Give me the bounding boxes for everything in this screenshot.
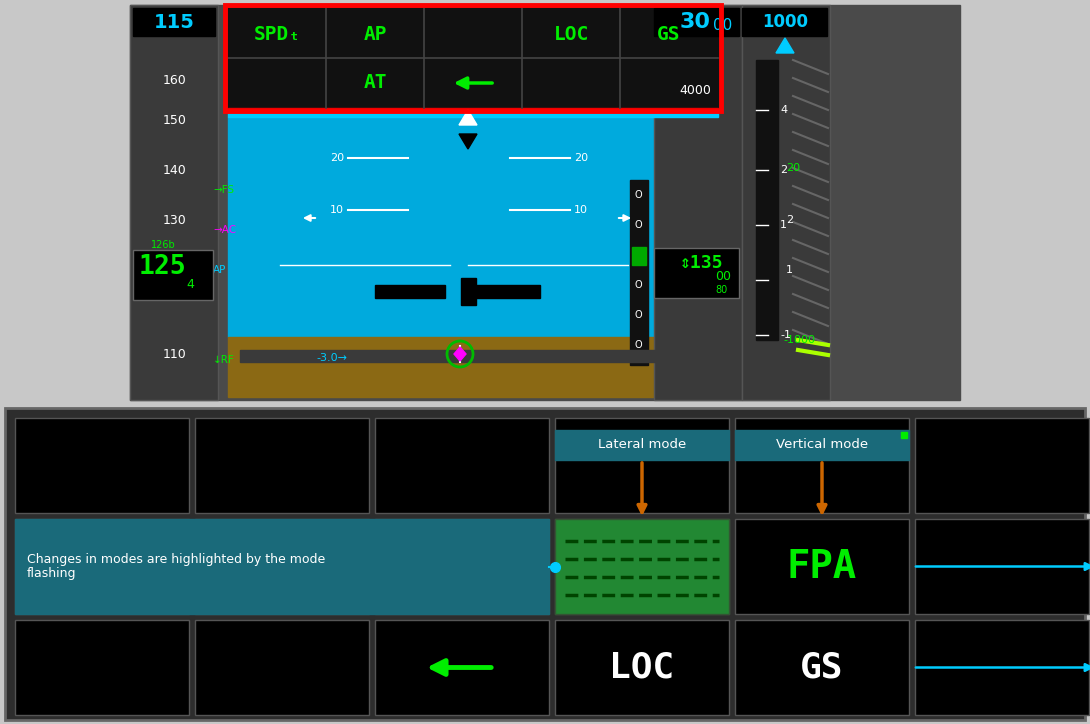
Text: 2: 2	[780, 165, 787, 175]
Text: Vertical mode: Vertical mode	[776, 439, 868, 452]
Text: SPDₜ: SPDₜ	[254, 25, 301, 44]
Text: O: O	[634, 220, 642, 230]
Polygon shape	[455, 347, 467, 361]
Text: ↓RF: ↓RF	[213, 355, 234, 365]
Text: AP: AP	[363, 25, 387, 44]
Bar	[735, 620, 909, 715]
Text: 130: 130	[164, 214, 186, 227]
Text: O: O	[634, 310, 642, 320]
Text: 150: 150	[164, 114, 187, 127]
Text: 4: 4	[780, 105, 787, 115]
Bar	[228, 113, 718, 117]
Text: GS: GS	[657, 25, 681, 44]
Text: O: O	[634, 190, 642, 200]
Bar	[742, 8, 827, 36]
Text: GS: GS	[800, 650, 844, 684]
Text: -1: -1	[780, 330, 791, 340]
Text: 20: 20	[330, 153, 344, 163]
Bar	[901, 432, 907, 438]
Text: →AC: →AC	[213, 225, 237, 235]
Bar	[375, 620, 549, 715]
Text: 00: 00	[713, 19, 732, 33]
Bar	[630, 180, 647, 365]
Text: 1: 1	[786, 265, 794, 275]
Text: 2: 2	[786, 215, 794, 225]
Bar	[461, 278, 476, 305]
Text: 10: 10	[330, 205, 344, 215]
Bar	[130, 5, 218, 400]
Text: 115: 115	[154, 12, 194, 32]
Bar	[742, 5, 829, 400]
Text: ⇕135: ⇕135	[680, 254, 724, 272]
Bar	[735, 430, 909, 460]
Text: 20: 20	[574, 153, 589, 163]
Text: 30: 30	[680, 12, 711, 32]
Polygon shape	[776, 38, 794, 53]
Text: AT: AT	[363, 74, 387, 93]
Bar	[915, 418, 1089, 513]
Text: 4000: 4000	[679, 83, 711, 96]
Bar	[5, 408, 1085, 720]
Polygon shape	[459, 110, 477, 125]
Bar	[735, 519, 909, 614]
Text: 1000: 1000	[762, 13, 808, 31]
Bar	[228, 337, 718, 397]
Text: LOC: LOC	[609, 650, 675, 684]
Bar	[632, 247, 646, 265]
Bar	[130, 5, 960, 400]
Bar	[133, 8, 215, 36]
Text: 1: 1	[780, 220, 787, 230]
Bar	[915, 519, 1089, 614]
Bar	[228, 8, 718, 108]
Bar	[375, 418, 549, 513]
Bar	[555, 519, 729, 614]
Bar	[735, 418, 909, 513]
Bar	[195, 519, 370, 614]
Bar	[15, 418, 189, 513]
Text: 140: 140	[164, 164, 186, 177]
Bar	[195, 620, 370, 715]
Polygon shape	[459, 134, 477, 149]
Text: -3.0→: -3.0→	[316, 353, 348, 363]
Bar	[228, 108, 718, 113]
Bar	[15, 519, 549, 614]
Bar	[15, 620, 189, 715]
Bar	[225, 5, 720, 111]
Bar	[240, 350, 705, 362]
Bar	[375, 519, 549, 614]
Bar	[654, 5, 742, 400]
Text: 00: 00	[715, 271, 731, 284]
Text: O: O	[634, 280, 642, 290]
Text: 10: 10	[574, 205, 588, 215]
Text: 4: 4	[186, 279, 194, 292]
Bar	[375, 285, 445, 298]
Text: AP: AP	[213, 265, 227, 275]
Bar	[555, 519, 729, 614]
Text: Changes in modes are highlighted by the mode
flashing: Changes in modes are highlighted by the …	[27, 552, 325, 581]
Bar	[195, 418, 370, 513]
Bar	[228, 117, 718, 337]
Text: O: O	[634, 340, 642, 350]
Text: -1000: -1000	[783, 335, 815, 345]
Bar	[654, 248, 739, 298]
Text: Lateral mode: Lateral mode	[598, 439, 686, 452]
Text: 126b: 126b	[150, 240, 175, 250]
Text: 160: 160	[164, 74, 186, 86]
Text: 20: 20	[786, 163, 800, 173]
Bar	[15, 519, 189, 614]
Text: FPA: FPA	[787, 547, 857, 586]
Bar	[555, 430, 729, 460]
Bar	[555, 418, 729, 513]
Bar	[915, 620, 1089, 715]
Bar	[470, 285, 540, 298]
Bar	[756, 60, 778, 340]
Text: 110: 110	[164, 348, 186, 361]
Text: 125: 125	[138, 254, 185, 280]
Text: →FS: →FS	[213, 185, 234, 195]
Text: 80: 80	[715, 285, 727, 295]
Text: LOC: LOC	[554, 25, 589, 44]
Bar	[555, 620, 729, 715]
Bar	[654, 8, 739, 36]
Bar	[133, 250, 213, 300]
